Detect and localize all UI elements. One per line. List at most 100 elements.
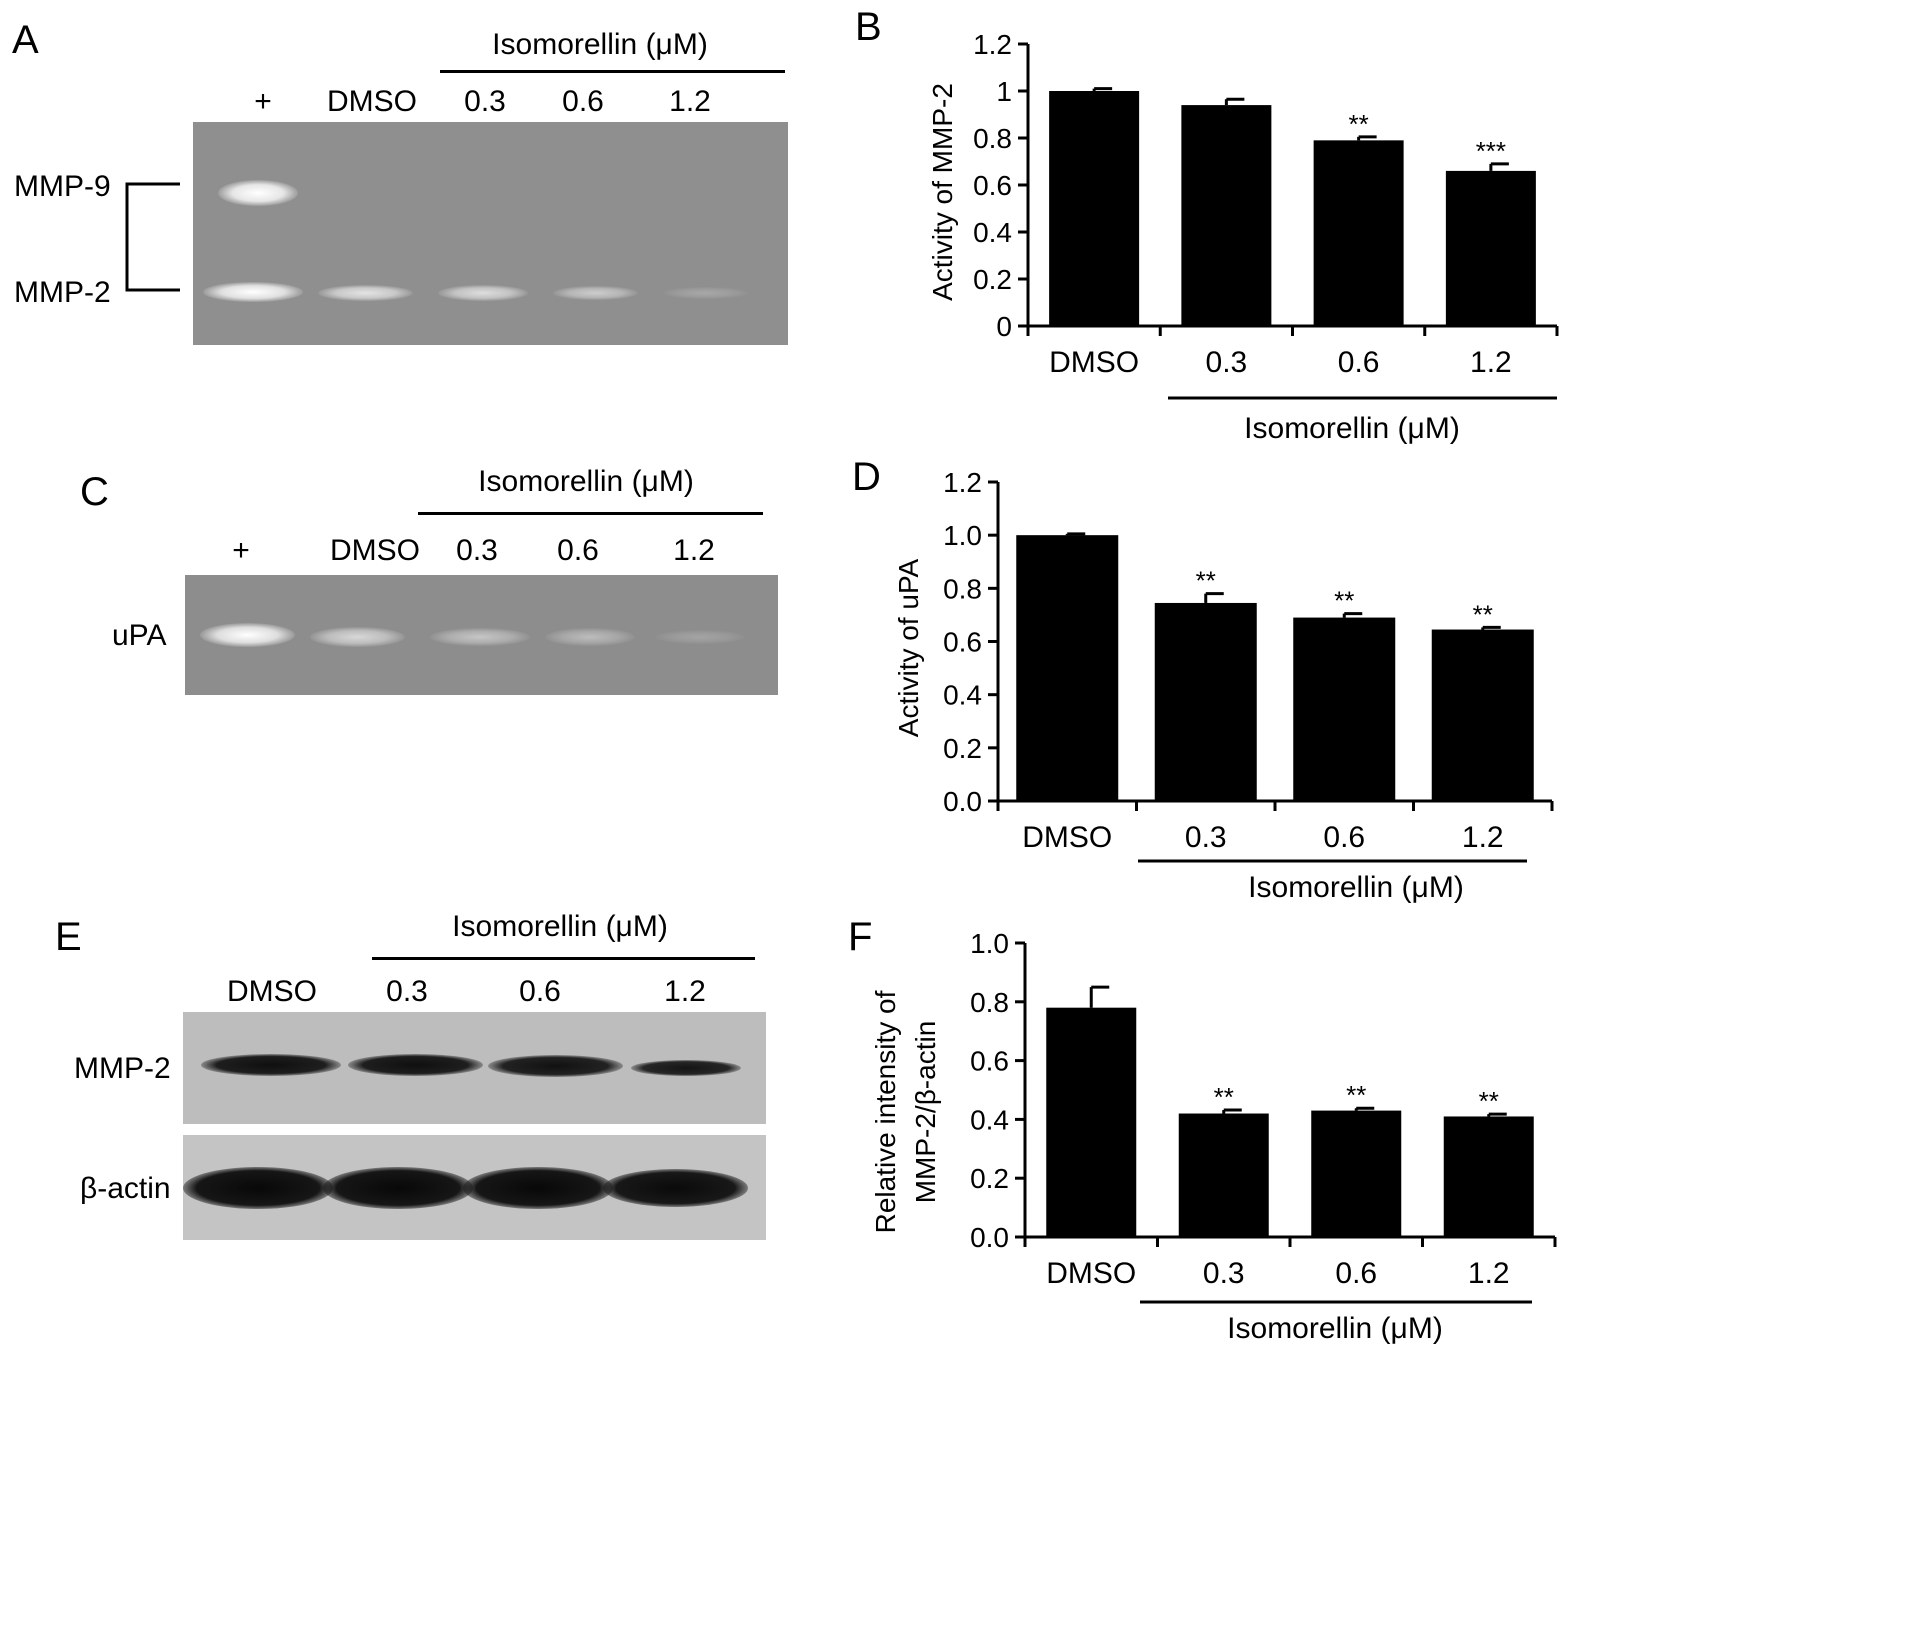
x-tick-label: 0.3: [1203, 1257, 1245, 1290]
bar: [1181, 105, 1272, 326]
panel-c-lane-label: 1.2: [673, 534, 715, 567]
significance-label: **: [1334, 586, 1354, 616]
panel-c-lane-label: 0.3: [456, 534, 498, 567]
y-tick-label: 0: [996, 311, 1012, 342]
panel-letter-e: E: [55, 915, 82, 959]
panel-a-bracket: [125, 182, 180, 292]
y-tick-label: 0.4: [973, 217, 1012, 248]
y-axis-label: Activity of MMP-2: [927, 83, 958, 301]
bar: [1046, 1007, 1137, 1237]
blot-band: [348, 1054, 483, 1076]
y-tick-label: 0.2: [943, 733, 982, 764]
y-tick-label: 0.4: [943, 680, 982, 711]
panel-e-lane-label: DMSO: [227, 975, 317, 1008]
bar: [1293, 617, 1396, 801]
panel-a-lane-label: 0.3: [464, 85, 506, 118]
panel-letter-f: F: [848, 915, 873, 959]
group-label: Isomorellin (μM): [1248, 871, 1464, 904]
blot-band: [323, 1167, 473, 1209]
significance-label: **: [1349, 109, 1369, 139]
panel-e-lane-label: 0.3: [386, 975, 428, 1008]
bar: [1443, 1116, 1534, 1237]
gel-band: [310, 627, 405, 647]
panel-c-treatment-bar: [418, 512, 763, 515]
blot-band: [603, 1169, 748, 1207]
y-tick-label: 1: [996, 76, 1012, 107]
gel-band: [200, 623, 295, 647]
bar: [1049, 91, 1140, 326]
panel-c-zymogram-gel: [185, 575, 778, 695]
gel-band: [203, 282, 303, 302]
panel-a-lane-label: 1.2: [669, 85, 711, 118]
y-tick-label: 1.0: [943, 520, 982, 551]
x-tick-label: 1.2: [1468, 1257, 1510, 1290]
significance-label: ***: [1476, 136, 1506, 166]
y-tick-label: 0.6: [973, 170, 1012, 201]
blot-band: [631, 1060, 741, 1076]
blot-band: [201, 1054, 341, 1076]
panel-e-western-blot-mmp2: [183, 1012, 766, 1124]
panel-letter-d: D: [852, 455, 881, 499]
bar: [1431, 629, 1534, 801]
y-tick-label: 0.8: [943, 573, 982, 604]
significance-label: **: [1346, 1080, 1366, 1110]
panel-e-treatment-bar: [372, 957, 755, 960]
panel-c-treatment-header: Isomorellin (μM): [478, 465, 694, 498]
x-tick-label: DMSO: [1049, 346, 1139, 379]
group-label: Isomorellin (μM): [1244, 412, 1460, 445]
blot-band: [463, 1167, 613, 1209]
y-tick-label: 0.2: [973, 264, 1012, 295]
gel-band: [318, 285, 413, 301]
x-tick-label: 1.2: [1462, 821, 1504, 854]
chart-panel-b: 0 0.2 0.4 0.6 0.8 1 1.2 DMSO 0.3 ** 0.6 *** 1.2 Isomo…: [927, 29, 1559, 445]
bar: [1311, 1110, 1402, 1237]
x-tick-label: DMSO: [1022, 821, 1112, 854]
panel-c-lane-label: +: [232, 534, 250, 567]
gel-band: [553, 286, 638, 300]
y-tick-label: 0.6: [943, 627, 982, 658]
y-tick-label: 0.0: [943, 786, 982, 817]
gel-band: [438, 285, 528, 301]
panel-a-band-label-mmp2: MMP-2: [14, 276, 111, 309]
panel-a-band-label-mmp9: MMP-9: [14, 170, 111, 203]
panel-e-lane-label: 1.2: [664, 975, 706, 1008]
panel-c-lane-label: DMSO: [330, 534, 420, 567]
gel-band: [430, 628, 530, 646]
group-label: Isomorellin (μM): [1227, 1312, 1443, 1345]
panel-letter-c: C: [80, 470, 109, 514]
gel-band: [655, 630, 745, 644]
y-tick-label: 0.8: [970, 987, 1009, 1018]
significance-label: **: [1473, 599, 1493, 629]
bar: [1178, 1113, 1269, 1237]
y-axis-label: MMP-2/β-actin: [910, 1021, 941, 1204]
y-tick-label: 0.0: [970, 1222, 1009, 1253]
x-tick-label: 0.3: [1206, 346, 1248, 379]
panel-c-band-label-upa: uPA: [112, 619, 167, 652]
panel-letter-a: A: [12, 18, 39, 62]
panel-a-lane-label: DMSO: [327, 85, 417, 118]
y-axis-label: Relative intensity of: [870, 990, 901, 1233]
x-tick-label: 1.2: [1470, 346, 1512, 379]
y-tick-label: 0.6: [970, 1046, 1009, 1077]
gel-band: [663, 287, 748, 299]
significance-label: **: [1214, 1082, 1234, 1112]
y-tick-label: 0.8: [973, 123, 1012, 154]
gel-band: [218, 180, 298, 206]
panel-c-lane-label: 0.6: [557, 534, 599, 567]
x-tick-label: 0.6: [1323, 821, 1365, 854]
y-tick-label: 0.4: [970, 1104, 1009, 1135]
bar: [1445, 170, 1536, 326]
panel-a-treatment-header: Isomorellin (μM): [492, 28, 708, 61]
panel-e-band-label-beta-actin: β-actin: [80, 1172, 171, 1205]
x-tick-label: DMSO: [1046, 1257, 1136, 1290]
blot-band: [488, 1055, 623, 1077]
significance-label: **: [1196, 566, 1216, 596]
y-axis-label: Activity of uPA: [893, 558, 924, 737]
panel-a-zymogram-gel: [193, 122, 788, 345]
panel-a-treatment-bar: [440, 70, 785, 73]
panel-e-western-blot-beta-actin: [183, 1135, 766, 1240]
panel-e-treatment-header: Isomorellin (μM): [452, 910, 668, 943]
panel-e-lane-label: 0.6: [519, 975, 561, 1008]
y-tick-label: 1.0: [970, 928, 1009, 959]
